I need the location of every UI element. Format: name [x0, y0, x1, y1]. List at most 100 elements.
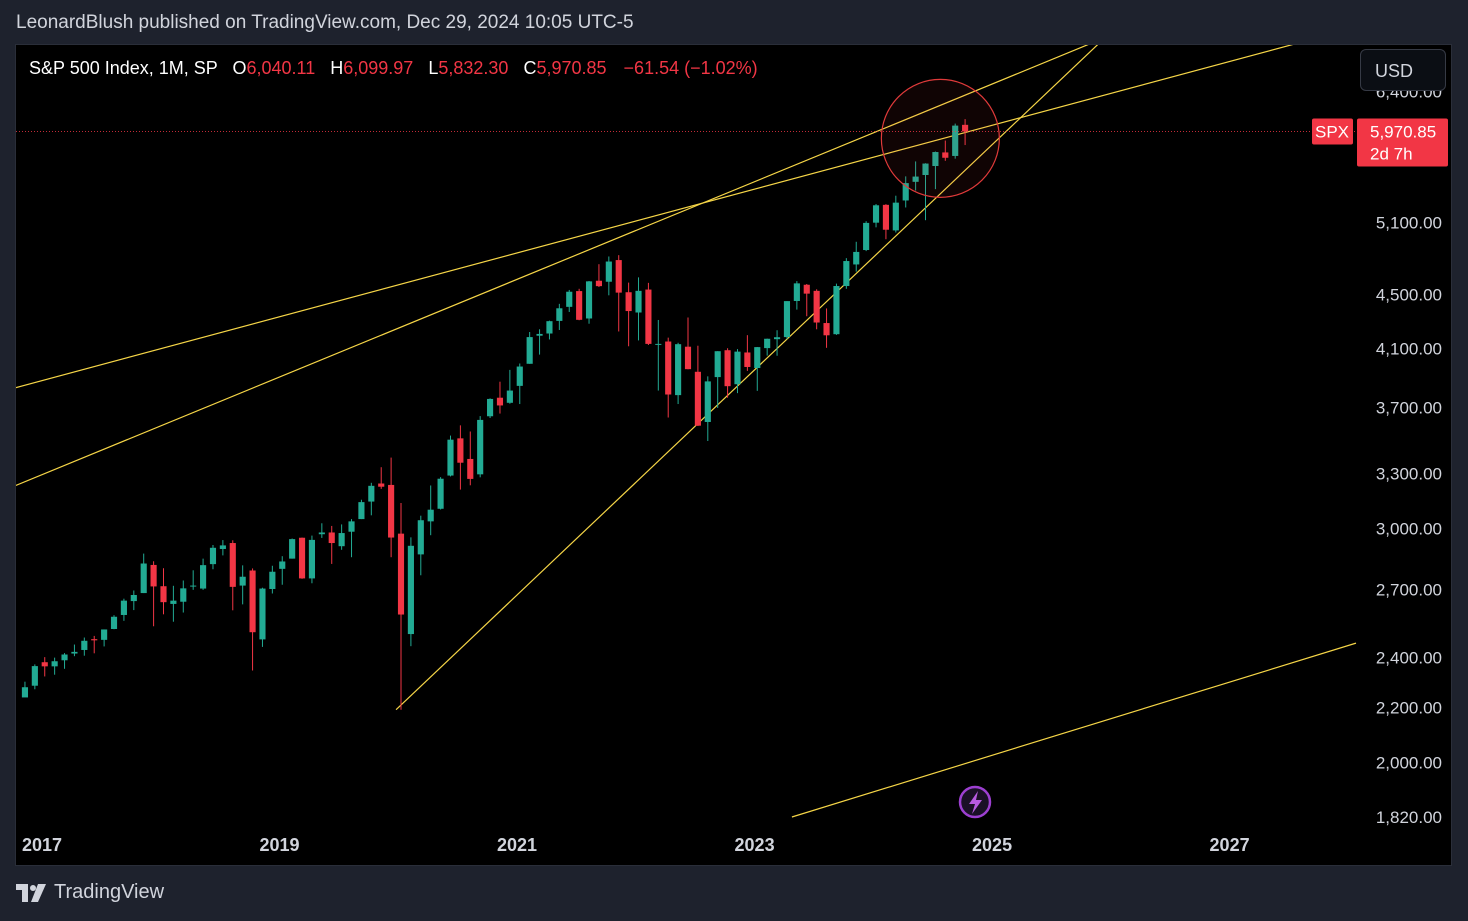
candle[interactable] — [388, 457, 395, 558]
candle[interactable] — [160, 568, 167, 615]
candle[interactable] — [120, 598, 127, 621]
candle[interactable] — [872, 204, 880, 228]
candle[interactable] — [200, 558, 207, 590]
candle[interactable] — [249, 568, 256, 671]
candle[interactable] — [724, 348, 731, 398]
candle[interactable] — [417, 515, 424, 576]
candle[interactable] — [41, 657, 48, 677]
candle[interactable] — [595, 264, 603, 288]
trendline[interactable] — [16, 45, 1356, 389]
candle[interactable] — [81, 637, 88, 656]
candle[interactable] — [506, 369, 513, 404]
candle[interactable] — [684, 317, 692, 370]
candle[interactable] — [427, 485, 434, 536]
candle[interactable] — [813, 289, 820, 330]
candle[interactable] — [259, 587, 266, 647]
candle[interactable] — [714, 351, 721, 408]
candle[interactable] — [338, 524, 345, 550]
candle[interactable] — [21, 681, 29, 698]
candle[interactable] — [585, 280, 593, 324]
candle[interactable] — [892, 195, 899, 233]
candle[interactable] — [308, 535, 316, 584]
candle[interactable] — [130, 590, 137, 611]
candle[interactable] — [744, 335, 751, 371]
candle[interactable] — [397, 503, 405, 710]
candle[interactable] — [625, 282, 632, 347]
candle[interactable] — [180, 580, 187, 613]
candle[interactable] — [922, 163, 929, 221]
candle[interactable] — [368, 482, 375, 516]
candle[interactable] — [526, 332, 533, 364]
candle[interactable] — [477, 416, 484, 478]
candle[interactable] — [437, 477, 444, 510]
trendline[interactable] — [791, 642, 1357, 818]
candle[interactable] — [170, 585, 177, 622]
candle[interactable] — [833, 283, 840, 335]
candle[interactable] — [694, 345, 701, 426]
candle[interactable] — [209, 545, 217, 570]
candle[interactable] — [239, 565, 246, 605]
lightning-icon[interactable] — [958, 785, 992, 819]
candle[interactable] — [764, 338, 771, 356]
candle[interactable] — [803, 283, 810, 317]
price-chart[interactable]: 6,400.005,800.005,100.004,500.004,100.00… — [16, 45, 1452, 866]
candle[interactable] — [615, 255, 622, 332]
candle[interactable] — [487, 398, 494, 418]
candle[interactable] — [378, 467, 385, 489]
candle[interactable] — [457, 425, 464, 490]
candle[interactable] — [546, 320, 553, 340]
candle[interactable] — [823, 308, 830, 348]
candle[interactable] — [358, 499, 365, 520]
candle[interactable] — [279, 556, 286, 585]
candle[interactable] — [783, 301, 791, 340]
candle[interactable] — [219, 540, 226, 556]
candle[interactable] — [298, 537, 306, 579]
candle[interactable] — [655, 319, 662, 391]
candle[interactable] — [665, 337, 672, 418]
symbol-title[interactable]: S&P 500 Index, 1M, SP — [29, 58, 218, 78]
candle[interactable] — [91, 635, 98, 654]
chart-frame[interactable]: 6,400.005,800.005,100.004,500.004,100.00… — [15, 44, 1452, 866]
candle[interactable] — [496, 381, 504, 414]
candle[interactable] — [932, 151, 939, 190]
candle[interactable] — [734, 349, 741, 394]
candle[interactable] — [31, 664, 38, 690]
candle[interactable] — [447, 435, 454, 477]
candle[interactable] — [605, 256, 612, 296]
candle[interactable] — [675, 342, 682, 405]
candle[interactable] — [101, 629, 108, 647]
candle[interactable] — [942, 140, 949, 161]
highlight-circle[interactable] — [880, 78, 1000, 198]
candle[interactable] — [635, 277, 642, 341]
candle[interactable] — [863, 221, 870, 252]
candle[interactable] — [962, 119, 969, 146]
candle[interactable] — [61, 653, 68, 669]
candle[interactable] — [51, 657, 58, 675]
trendline[interactable] — [16, 45, 1178, 488]
footer-brand[interactable]: TradingView — [16, 881, 164, 904]
candle[interactable] — [190, 570, 197, 590]
currency-button[interactable]: USD — [1360, 49, 1446, 91]
candle[interactable] — [110, 615, 118, 630]
candle[interactable] — [328, 525, 335, 564]
candle[interactable] — [902, 176, 909, 208]
candle[interactable] — [269, 565, 276, 594]
candle[interactable] — [140, 553, 147, 594]
candle[interactable] — [467, 431, 474, 486]
candle[interactable] — [793, 281, 800, 310]
candle[interactable] — [576, 288, 583, 321]
candle[interactable] — [348, 519, 355, 558]
candle[interactable] — [289, 538, 296, 559]
candle[interactable] — [853, 241, 860, 272]
candle[interactable] — [882, 204, 889, 240]
candle[interactable] — [645, 282, 652, 346]
candle[interactable] — [516, 363, 523, 405]
candle[interactable] — [71, 644, 78, 657]
candle[interactable] — [773, 330, 781, 356]
candle[interactable] — [229, 540, 236, 611]
candle[interactable] — [556, 303, 563, 330]
trendline[interactable] — [395, 45, 1128, 711]
candle[interactable] — [318, 523, 325, 538]
candle[interactable] — [754, 346, 761, 391]
candle[interactable] — [536, 329, 543, 355]
